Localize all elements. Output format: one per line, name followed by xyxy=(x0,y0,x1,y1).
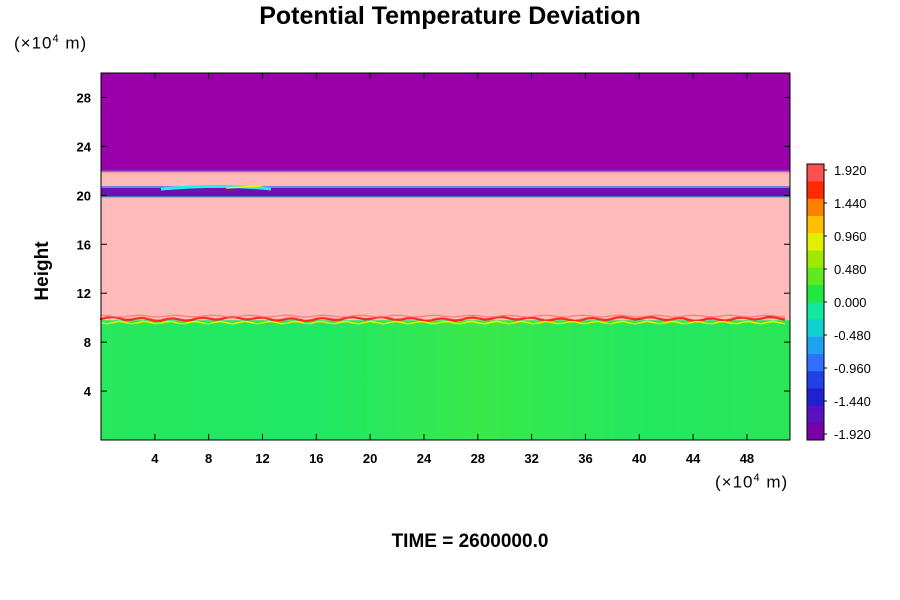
y-tick-label-3: 16 xyxy=(77,237,91,252)
colorbar-label-1: 1.440 xyxy=(834,196,867,211)
colorbar-cell-26 xyxy=(807,207,824,217)
layer-edge-4 xyxy=(225,185,262,189)
colorbar-cell-21 xyxy=(807,250,824,260)
colorbar-cell-22 xyxy=(807,241,824,251)
interface-line-lower-3 xyxy=(100,320,786,325)
x-tick-label-9: 40 xyxy=(632,451,646,466)
band-2 xyxy=(101,187,790,197)
y-tick-label-2: 12 xyxy=(77,286,91,301)
colorbar-cell-5 xyxy=(807,388,824,398)
plot-frame xyxy=(100,72,791,441)
y-tick-label-6: 28 xyxy=(77,90,91,105)
colorbar-cell-14 xyxy=(807,310,824,320)
colorbar-cell-2 xyxy=(807,414,824,424)
colorbar-label-4: 0.000 xyxy=(834,295,867,310)
colorbar-cell-7 xyxy=(807,371,824,380)
x-tick-label-2: 12 xyxy=(255,451,269,466)
x-tick-label-5: 24 xyxy=(417,451,432,466)
colorbar-cell-12 xyxy=(807,327,824,337)
colorbar-cell-13 xyxy=(807,319,824,329)
x-tick-label-11: 48 xyxy=(740,451,754,466)
colorbar-cell-18 xyxy=(807,276,824,286)
x-tick-label-4: 20 xyxy=(363,451,377,466)
colorbar-cell-27 xyxy=(807,198,824,208)
band-3 xyxy=(101,170,790,188)
x-tick-label-7: 32 xyxy=(524,451,538,466)
chart-title: Potential Temperature Deviation xyxy=(259,2,641,30)
colorbar-label-2: 0.960 xyxy=(834,229,867,244)
band-1 xyxy=(101,196,790,321)
colorbar-cell-20 xyxy=(807,258,824,268)
x-unit-label: (×104 m) xyxy=(715,472,789,492)
colorbar-cell-16 xyxy=(807,293,824,303)
colorbar-cell-3 xyxy=(807,405,824,415)
colorbar-label-0: 1.920 xyxy=(834,163,867,178)
colorbar-cell-10 xyxy=(807,345,824,355)
x-tick-label-10: 44 xyxy=(686,451,701,466)
colorbar-label-5: -0.480 xyxy=(834,328,871,343)
colorbar-cell-11 xyxy=(807,336,824,346)
colorbar-cell-31 xyxy=(807,164,824,173)
colorbar-cell-15 xyxy=(807,302,824,311)
colorbar-label-6: -0.960 xyxy=(834,361,871,376)
x-tick-label-0: 4 xyxy=(151,451,159,466)
y-tick-label-4: 20 xyxy=(77,188,91,203)
colorbar-cell-30 xyxy=(807,172,824,182)
colorbar-cell-23 xyxy=(807,233,824,242)
x-tick-label-3: 16 xyxy=(309,451,323,466)
colorbar-cell-6 xyxy=(807,379,824,389)
x-tick-label-1: 8 xyxy=(205,451,212,466)
colorbar-cell-25 xyxy=(807,215,824,225)
y-unit-label: (×104 m) xyxy=(14,33,88,53)
y-tick-label-1: 8 xyxy=(84,335,91,350)
colorbar-label-8: -1.920 xyxy=(834,427,871,442)
colorbar-cell-8 xyxy=(807,362,824,372)
colorbar-cell-19 xyxy=(807,267,824,277)
interface-line-lower-2 xyxy=(100,314,786,318)
x-tick-label-8: 36 xyxy=(578,451,592,466)
x-tick-label-6: 28 xyxy=(471,451,485,466)
band-0 xyxy=(101,320,790,440)
colorbar-cell-28 xyxy=(807,189,824,199)
colorbar-cell-17 xyxy=(807,284,824,294)
colorbar-cell-4 xyxy=(807,396,824,406)
interface-line-lower xyxy=(99,315,786,323)
colorbar-cell-0 xyxy=(807,431,824,441)
colorbar-cell-29 xyxy=(807,181,824,191)
time-label: TIME = 2600000.0 xyxy=(391,531,549,552)
colorbar-label-3: 0.480 xyxy=(834,262,867,277)
band-4 xyxy=(101,73,790,171)
y-tick-label-0: 4 xyxy=(84,384,92,399)
colorbar-cell-9 xyxy=(807,353,824,363)
colorbar-cell-24 xyxy=(807,224,824,234)
y-tick-label-5: 24 xyxy=(77,139,92,154)
colorbar-label-7: -1.440 xyxy=(834,394,871,409)
layer-edge-3 xyxy=(160,184,272,191)
colorbar-cell-1 xyxy=(807,422,824,432)
